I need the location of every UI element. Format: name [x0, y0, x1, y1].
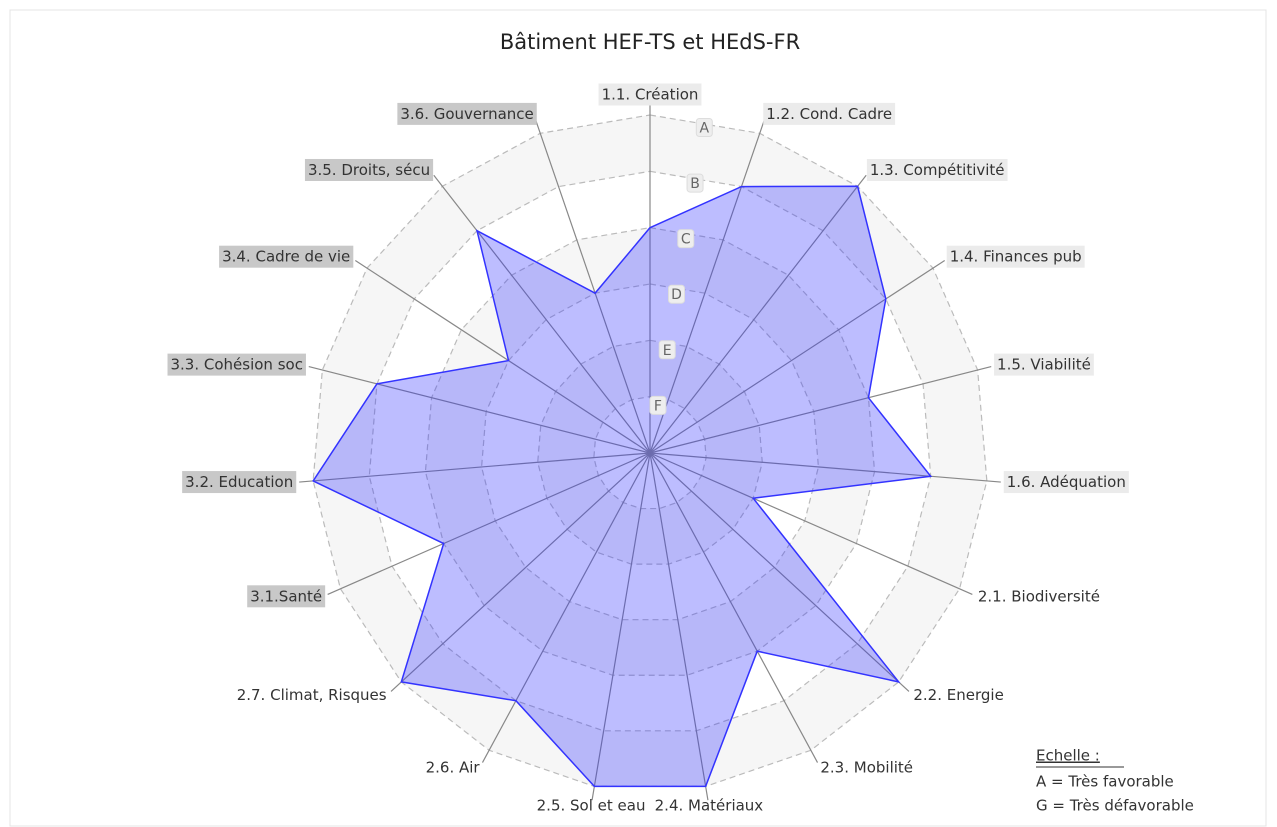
label-bg: [946, 245, 1085, 268]
grid-ring: [312, 114, 988, 787]
tick-box: [667, 284, 685, 304]
axis-spoke: [649, 452, 1001, 483]
r-tick-label: C: [681, 232, 691, 248]
category-label: 1.3. Compétitivité: [870, 161, 1005, 179]
legend-title: Echelle :: [1036, 747, 1100, 765]
category-label: 3.4. Cadre de vie: [222, 248, 350, 266]
axis-spoke: [433, 174, 651, 454]
r-tick-label: F: [654, 398, 662, 414]
category-label: 1.6. Adéquation: [1007, 473, 1126, 491]
category-label: 1.5. Viabilité: [997, 356, 1091, 374]
axis-spoke: [649, 259, 946, 454]
axis-spoke: [481, 452, 651, 763]
grid-ring: [593, 396, 707, 510]
label-bg: [167, 353, 306, 376]
r-tick-label: D: [671, 287, 682, 303]
label-bg: [866, 158, 1008, 181]
category-label: 3.1.Santé: [250, 587, 322, 605]
axis-spoke: [354, 259, 651, 454]
category-label: 2.7. Climat, Risques: [237, 686, 387, 704]
axis-spoke: [649, 174, 867, 454]
axis-spoke: [649, 366, 992, 454]
axis-spoke: [591, 452, 651, 801]
category-label: 1.4. Finances pub: [950, 248, 1082, 266]
category-label: 2.4. Matériaux: [655, 797, 764, 815]
tick-box: [695, 118, 713, 138]
axis-spoke: [649, 452, 819, 763]
category-label: 3.3. Cohésion soc: [171, 356, 303, 374]
axis-spoke: [649, 452, 973, 595]
r-tick-label: E: [663, 343, 672, 359]
legend-line: G = Très défavorable: [1036, 797, 1194, 815]
r-tick-label: A: [700, 121, 710, 137]
label-bg: [304, 158, 434, 181]
bands: [313, 115, 987, 787]
category-label: 3.2. Education: [185, 473, 293, 491]
label-bg: [763, 102, 896, 125]
category-label: 1.2. Cond. Cadre: [766, 105, 892, 123]
axis-spoke: [535, 119, 651, 454]
label-bg: [247, 585, 326, 608]
axis-spoke: [308, 366, 651, 454]
axis-spoke: [649, 119, 765, 454]
grid-ring: [368, 170, 932, 732]
legend: Echelle : A = Très favorable G = Très dé…: [1036, 747, 1194, 815]
category-label: 2.2. Energie: [913, 686, 1003, 704]
tick-box: [677, 229, 695, 249]
category-label: 3.5. Droits, sécu: [308, 161, 430, 179]
axis-spoke: [327, 452, 651, 595]
category-label: 2.6. Air: [426, 758, 481, 776]
category-label: 2.3. Mobilité: [820, 758, 913, 776]
category-label: 1.1. Création: [602, 86, 699, 104]
axis-spoke: [299, 452, 651, 483]
axis-spoke: [649, 452, 709, 801]
axis-spoke: [390, 452, 651, 692]
label-bg: [1003, 471, 1129, 494]
r-tick-label: B: [690, 176, 700, 192]
tick-box: [649, 395, 667, 415]
tick-box: [686, 173, 704, 193]
axis-spoke: [649, 452, 910, 692]
label-bg: [397, 102, 537, 125]
category-label: 2.5. Sol et eau: [537, 797, 646, 815]
tick-box: [658, 340, 676, 360]
category-label: 2.1. Biodiversité: [978, 587, 1100, 605]
grid-ring: [480, 283, 820, 621]
category-label: 3.6. Gouvernance: [400, 105, 533, 123]
grid-ring: [424, 227, 876, 676]
legend-line: A = Très favorable: [1036, 773, 1174, 791]
label-bg: [182, 471, 297, 494]
label-bg: [598, 83, 702, 106]
chart-title: Bâtiment HEF-TS et HEdS-FR: [500, 30, 800, 54]
grid-ring: [537, 339, 763, 565]
data-area: [312, 185, 933, 788]
label-bg: [994, 353, 1094, 376]
label-bg: [219, 245, 354, 268]
band: [537, 340, 763, 565]
